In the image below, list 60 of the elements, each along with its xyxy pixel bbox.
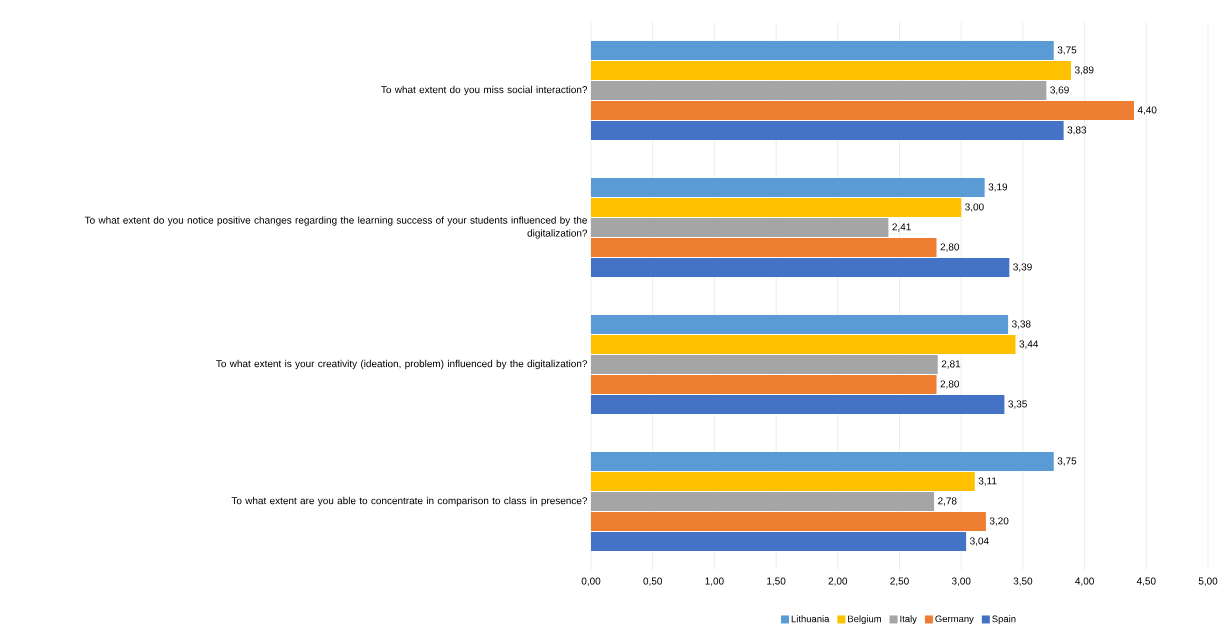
- data-label: 3,19: [988, 183, 1008, 192]
- bar: [591, 315, 1009, 334]
- data-label: 2,80: [940, 380, 960, 389]
- data-label: 3,89: [1074, 66, 1094, 75]
- x-tick-label: 5,00: [1198, 577, 1218, 586]
- bar: [591, 355, 938, 374]
- x-tick-label: 0,00: [581, 577, 601, 586]
- data-label: 3,75: [1057, 46, 1077, 55]
- bar: [591, 178, 985, 197]
- data-label: 2,78: [938, 497, 957, 506]
- data-label: 3,39: [1013, 263, 1032, 272]
- bar: [591, 532, 967, 552]
- x-tick-label: 0,50: [643, 577, 663, 586]
- bar: [591, 472, 975, 492]
- x-tick-label: 3,50: [1013, 577, 1033, 586]
- bar: [591, 335, 1016, 354]
- y-tick-label: To what extent do you miss social interaction?: [381, 85, 588, 96]
- x-tick-label: 4,00: [1075, 577, 1094, 586]
- data-label: 4,40: [1137, 106, 1157, 115]
- bar: [591, 452, 1054, 471]
- bar: [591, 218, 889, 237]
- y-tick-label: To what extent are you able to concentrate in comparison to class in presence?: [231, 496, 588, 507]
- legend-label: Lithuania: [791, 615, 830, 623]
- data-label: 3,00: [965, 203, 984, 212]
- data-label: 2,81: [941, 360, 961, 369]
- data-label: 3,69: [1050, 86, 1069, 95]
- data-label: 3,20: [989, 517, 1009, 526]
- data-label: 3,75: [1057, 457, 1077, 466]
- x-tick-label: 4,50: [1136, 577, 1156, 586]
- data-label: 2,80: [940, 243, 960, 252]
- x-tick-label: 3,00: [951, 577, 971, 586]
- bar: [591, 512, 986, 532]
- y-tick-label: To what extent is your creativity (ideation, problem) influenced by the digitalization?: [216, 359, 588, 370]
- bar: [591, 492, 935, 512]
- x-tick-label: 2,00: [828, 577, 848, 586]
- data-label: 3,11: [978, 477, 997, 486]
- bar: [591, 395, 1005, 414]
- legend-label: Italy: [900, 615, 917, 625]
- bar: [591, 375, 937, 394]
- bar: [591, 121, 1064, 140]
- x-tick-label: 1,50: [767, 577, 786, 586]
- data-label: 3,38: [1011, 320, 1031, 329]
- bar: [591, 61, 1072, 80]
- bar: [591, 258, 1010, 277]
- bar: [591, 198, 962, 217]
- bar: [591, 81, 1047, 100]
- data-label: 3,35: [1008, 400, 1027, 409]
- data-label: 2,41: [892, 223, 911, 232]
- bar: [591, 41, 1054, 60]
- legend-label: Belgium: [848, 615, 881, 625]
- x-tick-label: 2,50: [890, 577, 909, 586]
- y-tick-label: To what extent do you notice positive changes regarding the learning success of your students influenced by the digitalization?: [84, 216, 588, 239]
- bar: [591, 101, 1134, 120]
- x-tick-label: 1,00: [705, 577, 724, 586]
- legend-label: Germany: [935, 615, 974, 624]
- data-label: 3,83: [1067, 126, 1087, 135]
- bar: [591, 238, 937, 257]
- data-label: 3,04: [970, 537, 989, 546]
- legend-label: Spain: [992, 615, 1016, 625]
- data-label: 3,44: [1019, 340, 1039, 349]
